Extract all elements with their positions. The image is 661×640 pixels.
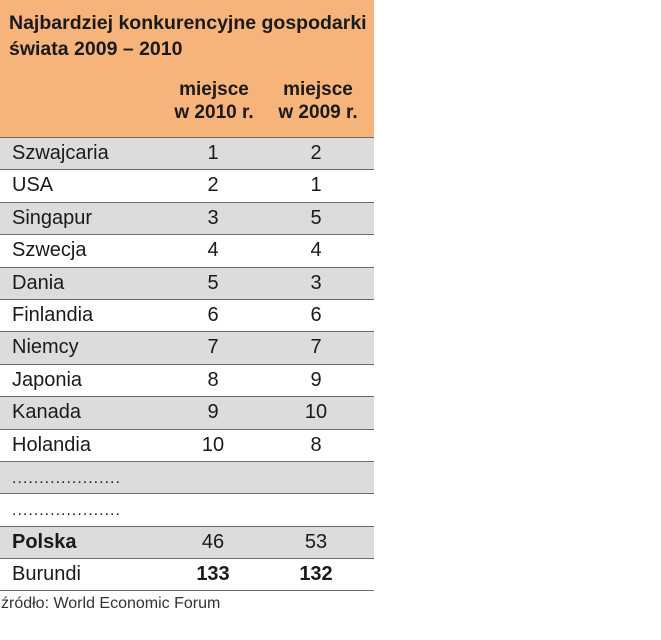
rank-2009: 3 bbox=[310, 271, 322, 294]
country-name: Holandia bbox=[12, 433, 91, 456]
table-row: Holandia 10 8 bbox=[0, 428, 374, 461]
rank-2010: 5 bbox=[207, 271, 219, 294]
rank-2009: 6 bbox=[310, 303, 322, 326]
country-name: Dania bbox=[12, 271, 65, 294]
column-header-2010: miejsce w 2010 r. bbox=[162, 78, 266, 124]
country-name: Burundi bbox=[12, 563, 81, 586]
rank-2009: 53 bbox=[304, 530, 328, 553]
rank-2010: 8 bbox=[207, 368, 219, 391]
column-header-2009-line2: w 2009 r. bbox=[278, 102, 358, 123]
column-header-2009: miejsce w 2009 r. bbox=[266, 78, 370, 124]
rank-2009: 132 bbox=[299, 563, 333, 586]
ellipsis-row: .................... bbox=[0, 460, 374, 494]
country-name: USA bbox=[12, 174, 54, 197]
bottom-divider bbox=[0, 590, 374, 592]
table-row: Szwajcaria 1 2 bbox=[0, 137, 374, 170]
ellipsis-dots: .................... bbox=[12, 469, 121, 487]
rank-2009: 9 bbox=[310, 368, 322, 391]
country-name: Szwajcaria bbox=[12, 142, 109, 164]
country-name: Finlandia bbox=[12, 303, 94, 326]
table-row-highlight: Polska 46 53 bbox=[0, 525, 374, 559]
table-row: Dania 5 3 bbox=[0, 266, 374, 299]
rank-2009: 8 bbox=[310, 433, 322, 456]
table-row: Finlandia 6 6 bbox=[0, 298, 374, 331]
country-name: Japonia bbox=[12, 368, 83, 391]
ranking-table: Szwajcaria 1 2 USA 2 1 Singapur 3 5 Szwe… bbox=[0, 137, 374, 592]
infographic-title: Najbardziej konkurencyjne gospodarki świ… bbox=[9, 12, 367, 60]
rank-2010: 10 bbox=[201, 433, 225, 456]
rank-2010: 46 bbox=[201, 530, 225, 553]
rank-2009: 10 bbox=[304, 401, 328, 424]
table-row: Niemcy 7 7 bbox=[0, 331, 374, 364]
ellipsis-dots: .................... bbox=[12, 502, 121, 520]
rank-2009: 5 bbox=[310, 206, 322, 229]
country-name: Niemcy bbox=[12, 336, 79, 359]
rank-2010: 4 bbox=[207, 239, 219, 262]
table-row: Singapur 3 5 bbox=[0, 201, 374, 235]
rank-2010: 3 bbox=[207, 206, 219, 229]
rank-2009: 1 bbox=[310, 174, 322, 197]
ellipsis-row: .................... bbox=[0, 493, 374, 525]
column-header-2010-line2: w 2010 r. bbox=[174, 102, 254, 123]
table-row: Burundi 133 132 bbox=[0, 558, 374, 590]
table-header: Najbardziej konkurencyjne gospodarki świ… bbox=[0, 0, 374, 137]
column-header-2009-line1: miejsce bbox=[283, 79, 353, 100]
rank-2009: 7 bbox=[310, 336, 322, 359]
country-name: Szwecja bbox=[12, 239, 87, 262]
rank-2010: 6 bbox=[207, 303, 219, 326]
rank-2009: 4 bbox=[310, 239, 322, 262]
rank-2010: 1 bbox=[207, 142, 219, 164]
table-row: Japonia 8 9 bbox=[0, 363, 374, 396]
table-row: USA 2 1 bbox=[0, 169, 374, 201]
country-name: Polska bbox=[12, 530, 77, 553]
competitiveness-infographic: Najbardziej konkurencyjne gospodarki świ… bbox=[0, 0, 374, 613]
country-name: Singapur bbox=[12, 206, 93, 229]
table-row: Kanada 9 10 bbox=[0, 396, 374, 429]
column-header-2010-line1: miejsce bbox=[179, 79, 249, 100]
country-name: Kanada bbox=[12, 401, 81, 424]
rank-2010: 9 bbox=[207, 401, 219, 424]
rank-2010: 2 bbox=[207, 174, 219, 197]
source-note: źródło: World Economic Forum bbox=[1, 595, 221, 613]
table-row: Szwecja 4 4 bbox=[0, 234, 374, 266]
rank-2009: 2 bbox=[310, 142, 322, 164]
rank-2010: 7 bbox=[207, 336, 219, 359]
rank-2010: 133 bbox=[196, 563, 230, 586]
